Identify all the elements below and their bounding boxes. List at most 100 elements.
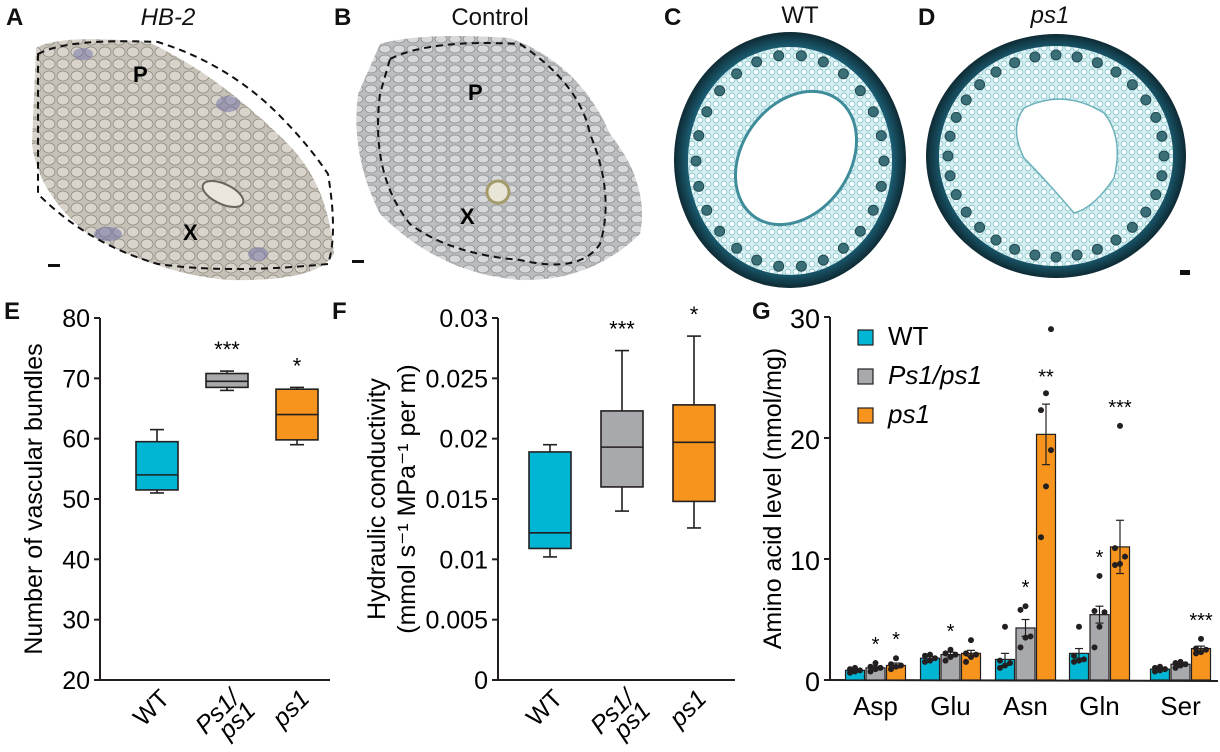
data-point <box>997 664 1003 671</box>
y-tick-label: 0.01 <box>439 546 488 574</box>
panel-letter-g: G <box>752 298 771 325</box>
data-point <box>888 661 894 668</box>
y-tick-label: 10 <box>790 546 820 576</box>
vascular-bundle <box>1126 221 1138 233</box>
data-point <box>1071 658 1077 665</box>
scale-bar <box>352 260 364 263</box>
legend-swatch <box>857 329 874 346</box>
xylem-vessel <box>485 179 511 205</box>
vascular-bundle <box>990 234 1002 246</box>
vascular-bundle <box>837 68 849 80</box>
vascular-bundle <box>1140 206 1152 218</box>
micrograph-c <box>674 32 906 288</box>
significance-marker: * <box>293 353 302 378</box>
y-axis-label-units: (mmol s⁻¹ MPa⁻¹ per m) <box>393 364 421 633</box>
panel-title-b: Control <box>451 4 529 31</box>
vascular-bundle <box>875 130 887 142</box>
y-tick-label: 0.025 <box>425 365 488 393</box>
box-ps1: * <box>672 302 716 529</box>
vascular-bundle <box>1158 150 1170 162</box>
legend-label: WT <box>888 321 929 351</box>
legend-swatch <box>857 368 874 385</box>
y-tick-label: 0.015 <box>425 486 488 514</box>
data-point <box>847 666 853 673</box>
data-point <box>963 650 969 657</box>
data-point <box>1157 663 1163 670</box>
xylem-vessel <box>201 180 245 208</box>
data-point <box>1091 644 1098 651</box>
vascular-bundle <box>1009 57 1021 69</box>
data-point <box>942 650 949 657</box>
vascular-bundle <box>1156 170 1168 182</box>
vascular-bundle <box>701 204 713 216</box>
y-tick-label: 30 <box>62 607 90 635</box>
vascular-bundle <box>990 66 1002 78</box>
vascular-bundle <box>751 254 763 266</box>
panel-letter-e: E <box>4 298 21 325</box>
data-point <box>1162 666 1168 673</box>
y-tick-label: 80 <box>62 305 90 333</box>
x-tick-label: Gln <box>1079 691 1119 721</box>
vascular-bundles <box>942 49 1170 263</box>
y-tick-label: 0.02 <box>439 426 488 454</box>
vascular-bundle <box>1009 243 1021 255</box>
x-tick-label: ps1 <box>266 684 315 733</box>
vascular-bundle <box>960 206 972 218</box>
vascular-bundle <box>867 106 879 118</box>
data-point <box>1007 660 1013 667</box>
x-tick-label: Asn <box>1003 691 1048 721</box>
data-point <box>1193 645 1199 652</box>
data-point <box>1182 661 1189 668</box>
significance-marker: * <box>872 634 880 656</box>
panel-letter-c: C <box>664 4 682 31</box>
data-point <box>872 660 879 667</box>
stem-cavity <box>1015 98 1119 214</box>
data-point <box>1017 606 1024 613</box>
data-point <box>867 663 874 670</box>
data-point <box>888 666 894 673</box>
data-point <box>893 655 899 662</box>
box-iqr <box>135 440 179 491</box>
vascular-bundle <box>1091 57 1103 69</box>
data-point <box>867 668 874 675</box>
x-tick-label: Glu <box>930 691 970 721</box>
vascular-bundle <box>1150 111 1162 123</box>
significance-marker: * <box>892 629 900 651</box>
vascular-bundle <box>714 85 726 97</box>
label-x: X <box>183 220 198 245</box>
box-iqr <box>205 372 249 389</box>
data-point <box>1198 635 1204 642</box>
data-point <box>1043 483 1049 490</box>
significance-marker: * <box>690 302 699 327</box>
vascular-bundle <box>1110 234 1122 246</box>
significance-marker: *** <box>609 317 635 342</box>
vascular-bundle <box>817 254 829 266</box>
vascular-bundle <box>1140 94 1152 106</box>
dashed-outline <box>377 42 607 266</box>
stem-cavity <box>733 89 859 227</box>
data-point <box>1038 534 1044 541</box>
box-WT <box>528 443 572 558</box>
vascular-bundle <box>1126 79 1138 91</box>
data-point <box>1022 603 1029 610</box>
vascular-bundle <box>974 79 986 91</box>
vascular-bundle <box>974 221 986 233</box>
significance-marker: *** <box>1108 397 1132 419</box>
data-point <box>1112 545 1118 552</box>
vascular-bundle <box>942 150 954 162</box>
data-point <box>1022 634 1029 641</box>
data-point <box>1172 660 1179 667</box>
vascular-bundle <box>693 130 705 142</box>
y-tick-label: 70 <box>62 365 90 393</box>
data-point <box>1071 652 1077 659</box>
data-point <box>1122 553 1128 560</box>
data-point <box>1002 623 1008 630</box>
vascular-bundle <box>1150 189 1162 201</box>
panel-title-d: ps1 <box>1030 2 1070 29</box>
box-iqr <box>672 404 716 503</box>
data-point <box>1112 562 1118 569</box>
data-point <box>1193 650 1199 657</box>
legend-label: Ps1/ps1 <box>888 360 982 390</box>
data-point <box>1017 644 1024 651</box>
